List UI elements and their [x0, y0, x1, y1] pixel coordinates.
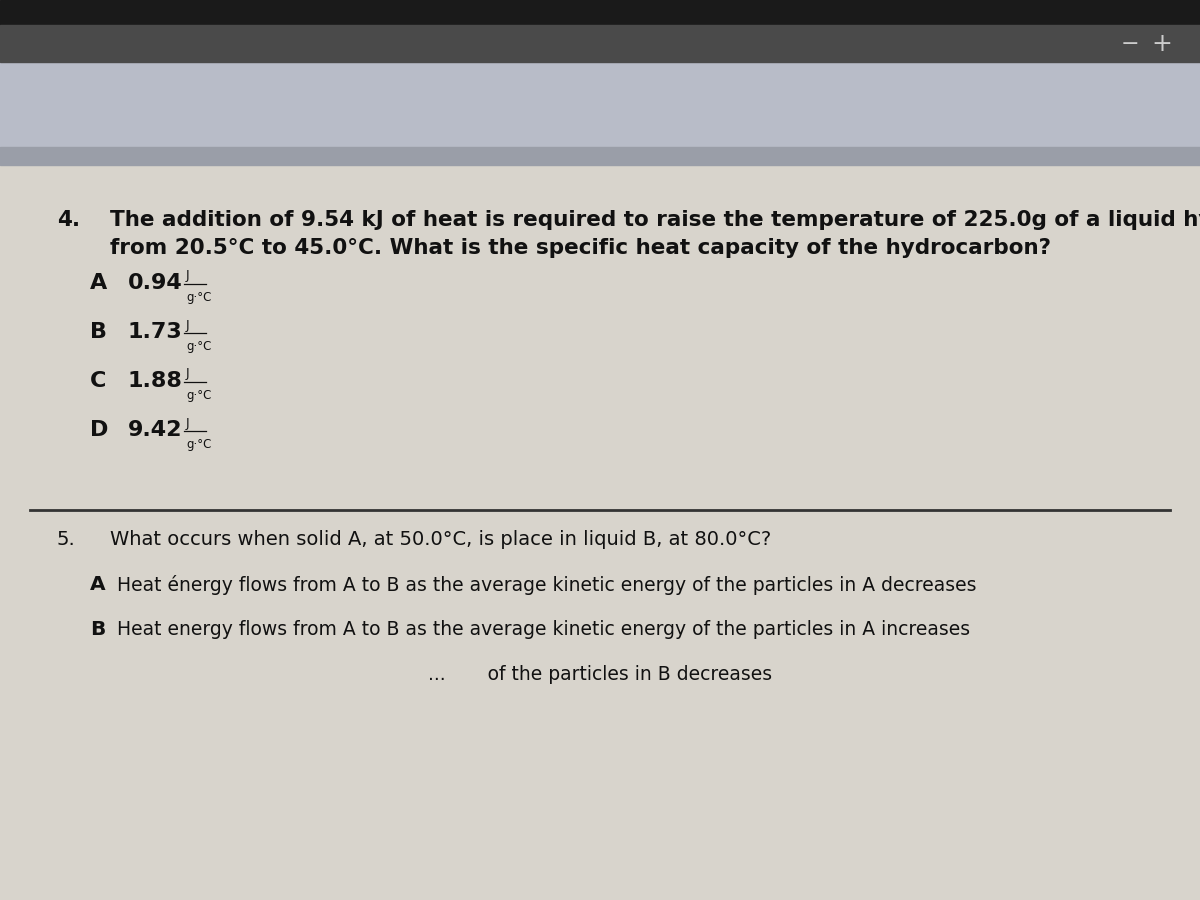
- Text: from 20.5°C to 45.0°C. What is the specific heat capacity of the hydrocarbon?: from 20.5°C to 45.0°C. What is the speci…: [110, 238, 1051, 258]
- Text: 9.42: 9.42: [128, 420, 182, 440]
- Text: 0.94: 0.94: [128, 273, 182, 293]
- Text: J: J: [186, 417, 190, 429]
- Text: 4.: 4.: [58, 210, 80, 230]
- Text: +: +: [1152, 32, 1172, 56]
- Text: g·°C: g·°C: [186, 389, 211, 402]
- Text: J: J: [186, 367, 190, 381]
- Bar: [0, 147, 1200, 165]
- Text: C: C: [90, 371, 107, 391]
- Text: D: D: [90, 420, 108, 440]
- Text: Heat energy flows from A to B as the average kinetic energy of the particles in : Heat energy flows from A to B as the ave…: [118, 620, 970, 639]
- Text: 1.88: 1.88: [128, 371, 182, 391]
- Text: g·°C: g·°C: [186, 340, 211, 353]
- Text: g·°C: g·°C: [186, 438, 211, 451]
- Bar: [0, 0, 1200, 25]
- Text: What occurs when solid A, at 50.0°C, is place in liquid B, at 80.0°C?: What occurs when solid A, at 50.0°C, is …: [110, 530, 772, 549]
- Text: ...       of the particles in B decreases: ... of the particles in B decreases: [428, 665, 772, 684]
- Text: g·°C: g·°C: [186, 291, 211, 304]
- Text: 1.73: 1.73: [128, 322, 182, 342]
- Bar: [0, 165, 1200, 900]
- Text: B: B: [90, 620, 106, 639]
- Bar: [0, 25, 1200, 62]
- Text: Heat énergy flows from A to B as the average kinetic energy of the particles in : Heat énergy flows from A to B as the ave…: [118, 575, 977, 595]
- Text: A: A: [90, 273, 107, 293]
- Text: A: A: [90, 575, 106, 594]
- Text: J: J: [186, 319, 190, 331]
- Text: J: J: [186, 269, 190, 283]
- Text: 5.: 5.: [58, 530, 76, 549]
- Text: B: B: [90, 322, 107, 342]
- Text: −: −: [1121, 34, 1139, 54]
- Bar: [0, 62, 1200, 147]
- Text: The addition of 9.54 kJ of heat is required to raise the temperature of 225.0g o: The addition of 9.54 kJ of heat is requi…: [110, 210, 1200, 230]
